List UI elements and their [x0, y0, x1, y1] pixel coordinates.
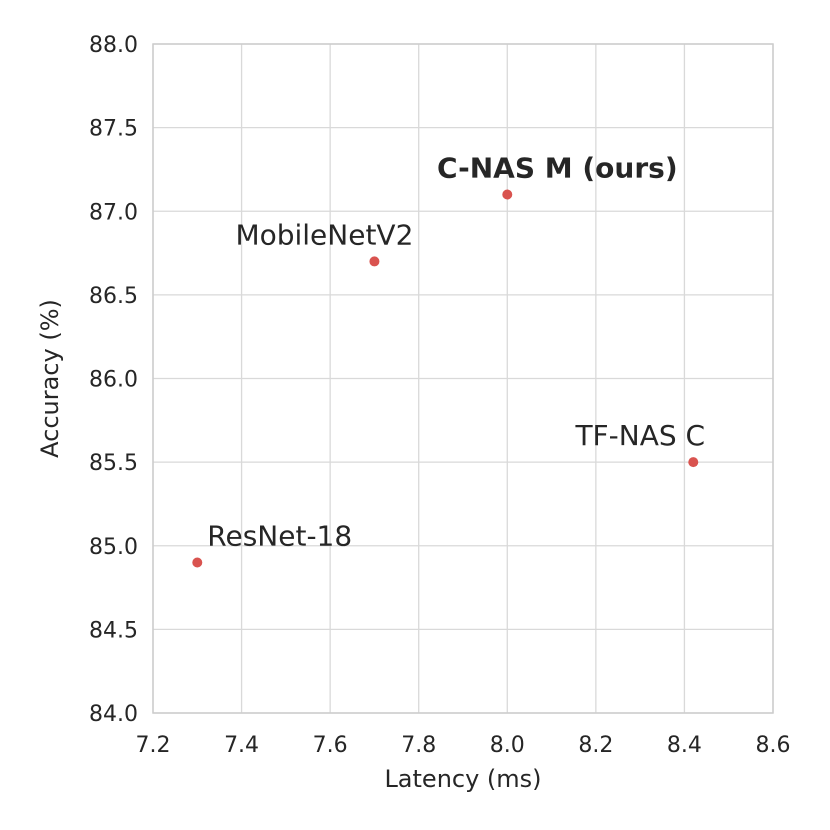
- y-tick-label: 87.0: [89, 200, 138, 225]
- x-tick-label: 8.0: [490, 733, 525, 758]
- y-tick-labels: 84.0 84.5 85.0 85.5 86.0 86.5 87.0 87.5 88.0: [89, 33, 138, 727]
- x-tick-label: 7.8: [401, 733, 436, 758]
- x-axis-title: Latency (ms): [384, 765, 541, 793]
- data-point: [502, 189, 513, 200]
- data-point-label: TF-NAS C: [574, 419, 705, 452]
- data-point-label: MobileNetV2: [235, 218, 413, 251]
- data-point: [688, 457, 699, 468]
- y-tick-label: 88.0: [89, 33, 138, 58]
- data-point: [369, 256, 380, 267]
- data-point: [192, 557, 203, 568]
- y-tick-label: 87.5: [89, 117, 138, 142]
- x-tick-label: 7.6: [313, 733, 348, 758]
- x-tick-label: 7.4: [224, 733, 259, 758]
- data-point-label: C-NAS M (ours): [437, 152, 678, 185]
- y-tick-label: 86.0: [89, 368, 138, 393]
- x-tick-labels: 7.2 7.4 7.6 7.8 8.0 8.2 8.4 8.6: [136, 733, 791, 758]
- x-tick-label: 8.4: [667, 733, 702, 758]
- x-tick-label: 8.2: [578, 733, 613, 758]
- x-tick-label: 7.2: [136, 733, 171, 758]
- data-point-label: ResNet-18: [207, 519, 352, 552]
- y-tick-label: 86.5: [89, 284, 138, 309]
- plot-frame: [152, 43, 774, 714]
- y-axis-title: Accuracy (%): [36, 299, 64, 458]
- y-tick-label: 85.5: [89, 451, 138, 476]
- x-tick-label: 8.6: [756, 733, 791, 758]
- y-tick-label: 84.5: [89, 618, 138, 643]
- data-points: ResNet-18 MobileNetV2 C-NAS M (ours) TF-NAS…: [192, 152, 705, 568]
- y-tick-label: 84.0: [89, 702, 138, 727]
- y-tick-label: 85.0: [89, 535, 138, 560]
